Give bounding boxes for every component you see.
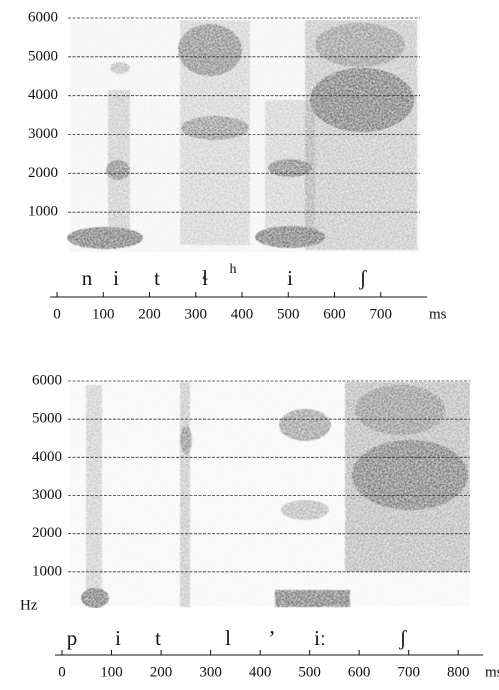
x-tick-label: 600 (323, 306, 346, 322)
segment-label: ɬ (202, 266, 208, 290)
spectrogram-energy (67, 20, 420, 252)
segment-label: i (287, 266, 293, 290)
x-tick-label: 200 (138, 306, 161, 322)
y-tick-label: 3000 (32, 487, 62, 503)
x-tick-label: 700 (397, 664, 420, 680)
y-tick-label: 5000 (32, 411, 62, 427)
segment-label: n (82, 266, 93, 290)
segment-label: iː (314, 626, 326, 650)
segment-label: l (225, 626, 231, 650)
segment-label: ʃ (359, 266, 368, 290)
segment-label: ʃ (399, 626, 408, 650)
x-tick-label: 200 (150, 664, 173, 680)
segment-label: h (230, 262, 237, 277)
y-tick-label: 2000 (28, 165, 58, 181)
x-tick-label: 500 (277, 306, 300, 322)
y-tick-label: 4000 (32, 449, 62, 465)
x-tick-label: 500 (298, 664, 321, 680)
x-tick-label: 100 (100, 664, 123, 680)
y-tick-label: 1000 (28, 204, 58, 220)
x-tick-label: 800 (447, 664, 470, 680)
segment-label: i (115, 626, 121, 650)
y-tick-label: 3000 (28, 126, 58, 142)
segment-label: t (155, 626, 161, 650)
segment-label: ʼ (269, 626, 276, 650)
segment-label: p (67, 626, 78, 650)
x-axis-label: ms (429, 306, 447, 322)
y-tick-label: 2000 (32, 525, 62, 541)
x-axis-label: ms (485, 664, 499, 680)
x-tick-label: 100 (92, 306, 115, 322)
y-tick-label: 5000 (28, 48, 58, 64)
x-tick-label: 0 (58, 664, 66, 680)
x-tick-label: 300 (199, 664, 222, 680)
segment-label: i (113, 266, 119, 290)
y-tick-label: 4000 (28, 87, 58, 103)
x-tick-label: 400 (231, 306, 254, 322)
y-axis-label: Hz (20, 597, 38, 613)
spectrogram-energy (70, 382, 470, 608)
x-tick-label: 400 (249, 664, 272, 680)
y-tick-label: 6000 (32, 372, 62, 388)
x-tick-label: 0 (53, 306, 61, 322)
y-tick-label: 6000 (28, 9, 58, 25)
x-tick-label: 300 (185, 306, 208, 322)
x-tick-label: 700 (370, 306, 393, 322)
segment-label: t (154, 266, 160, 290)
x-tick-label: 600 (348, 664, 371, 680)
y-tick-label: 1000 (32, 563, 62, 579)
